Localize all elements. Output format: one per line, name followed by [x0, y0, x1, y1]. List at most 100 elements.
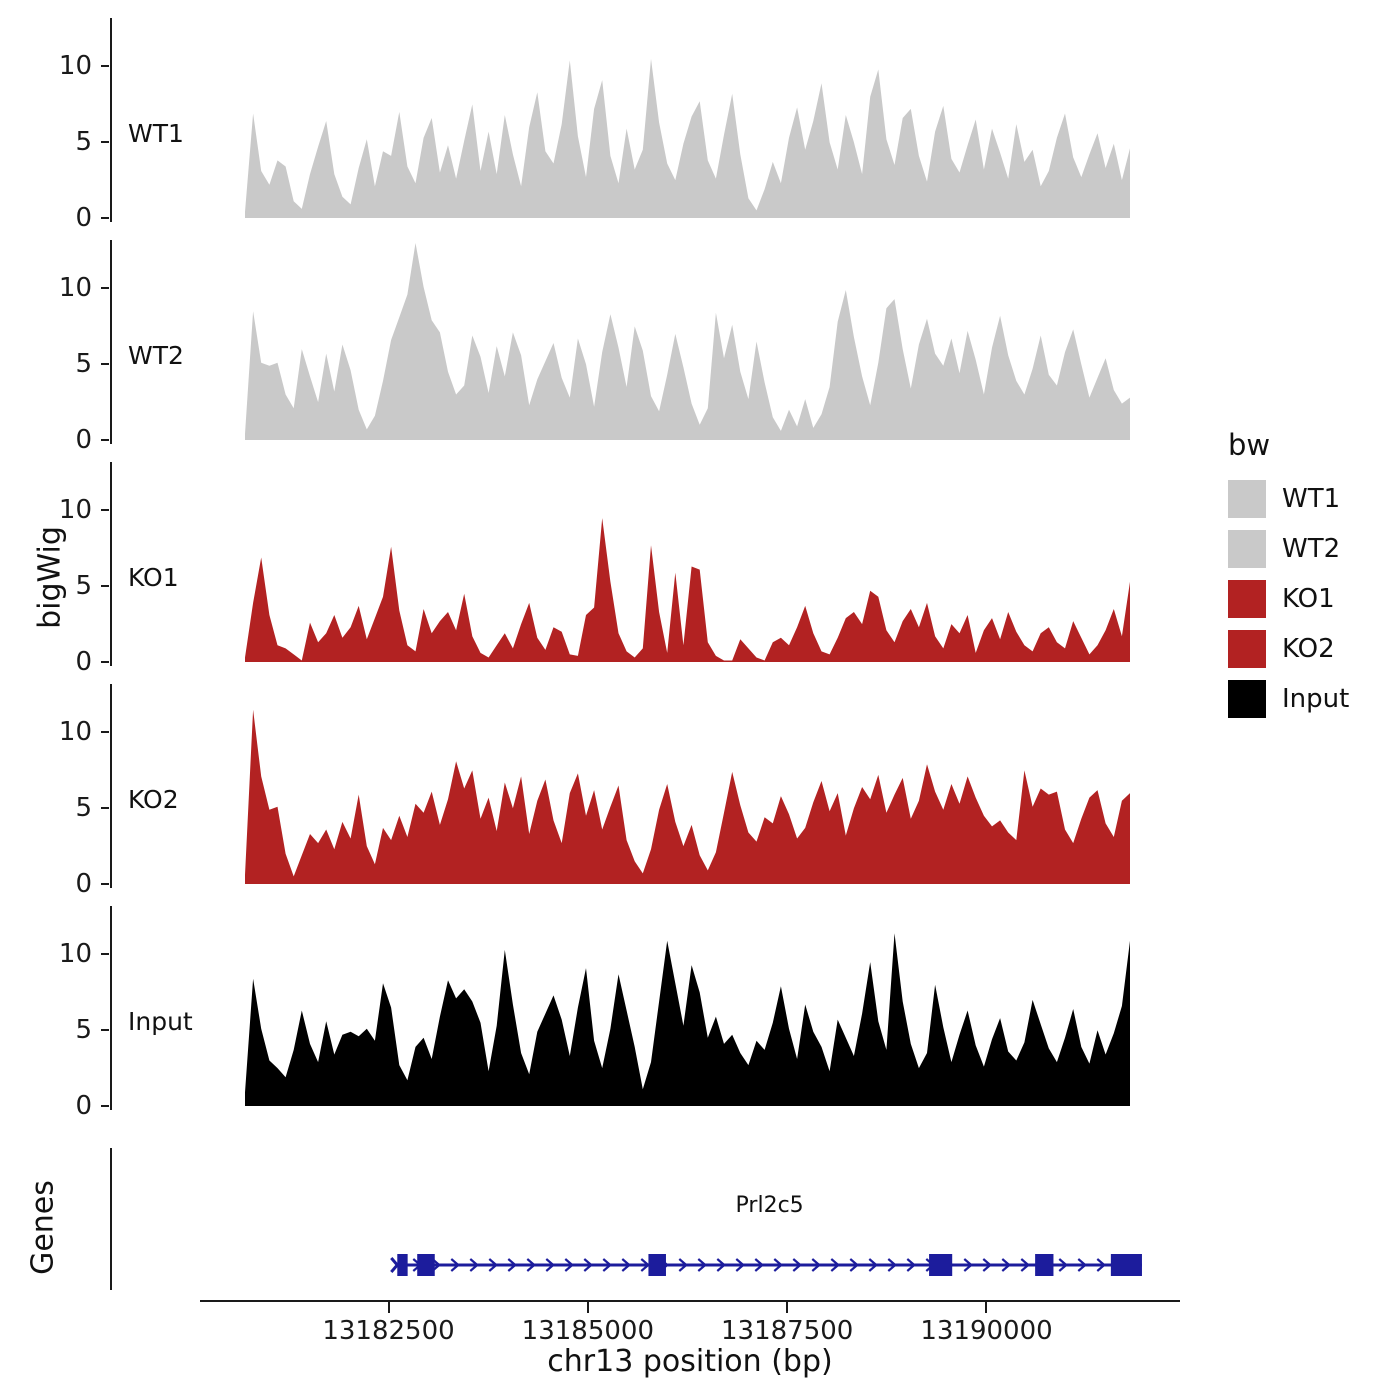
y-tick-label: 10 — [58, 939, 92, 970]
y-tick-mark — [101, 883, 109, 885]
strand-arrow-icon — [488, 1258, 498, 1272]
y-tick-label: 0 — [75, 647, 92, 677]
y-tick-mark — [101, 217, 109, 219]
y-tick-mark — [101, 141, 109, 144]
gene-name: Prl2c5 — [736, 1193, 804, 1218]
y-tick-label: 0 — [75, 203, 92, 233]
genes-panel: Prl2c5 — [0, 1140, 1200, 1300]
y-tick-label: 10 — [58, 717, 92, 748]
strand-arrow-icon — [1058, 1258, 1068, 1272]
legend-item-ko1: KO1 — [1228, 580, 1349, 618]
x-tick-mark — [387, 1302, 390, 1313]
y-tick-mark — [101, 287, 109, 290]
strand-arrow-icon — [1077, 1258, 1087, 1272]
area-path-ko1 — [245, 518, 1130, 662]
legend-swatch — [1228, 580, 1266, 618]
y-tick-label: 5 — [75, 571, 92, 602]
x-tick-label: 13185000 — [521, 1316, 654, 1346]
y-axis-spine — [110, 684, 112, 888]
strand-arrow-icon — [792, 1258, 802, 1272]
gene-model: Prl2c5 — [390, 1193, 1142, 1276]
y-tick-label: 10 — [58, 273, 92, 304]
strand-arrow-icon — [868, 1258, 878, 1272]
y-axis-spine — [110, 240, 112, 444]
track-panel-wt1: 0 5 10 WT1 — [0, 18, 1200, 240]
legend-items: WT1 WT2 KO1 KO2 Input — [1228, 480, 1349, 718]
track-panel-input: 0 5 10 Input — [0, 906, 1200, 1128]
strand-arrow-icon — [716, 1258, 726, 1272]
strand-arrow-icon — [507, 1258, 517, 1272]
strand-arrow-icon — [640, 1258, 650, 1272]
legend-label: Input — [1282, 684, 1350, 714]
y-tick-mark — [101, 807, 109, 810]
strand-arrow-icon — [678, 1258, 688, 1272]
track-label-wt2: WT2 — [128, 341, 184, 370]
x-tick-mark — [586, 1302, 589, 1313]
y-axis-spine — [110, 462, 112, 666]
y-tick-mark — [101, 439, 109, 441]
strand-arrow-icon — [526, 1258, 536, 1272]
strand-arrow-icon — [450, 1258, 460, 1272]
legend-label: WT2 — [1282, 534, 1341, 564]
strand-arrow-icon — [963, 1258, 973, 1272]
y-tick-mark — [101, 509, 109, 512]
exon-rect — [1035, 1254, 1054, 1276]
strand-arrow-icon — [602, 1258, 612, 1272]
y-tick-label: 0 — [75, 425, 92, 455]
y-axis-spine — [110, 906, 112, 1110]
x-tick-label: 13182500 — [322, 1316, 455, 1346]
y-tick-mark — [101, 953, 109, 956]
y-tick-mark — [101, 363, 109, 366]
track-panel-ko1: 0 5 10 KO1 — [0, 462, 1200, 684]
legend-swatch — [1228, 530, 1266, 568]
y-tick-label: 5 — [75, 349, 92, 380]
strand-arrow-icon — [1020, 1258, 1030, 1272]
area-path-wt2 — [245, 243, 1130, 440]
exon-rect — [648, 1254, 666, 1276]
x-tick-label: 13187500 — [720, 1316, 854, 1346]
legend-swatch — [1228, 680, 1266, 718]
legend-label: KO1 — [1282, 584, 1335, 614]
y-tick-label: 0 — [75, 869, 92, 899]
y-tick-mark — [101, 1105, 109, 1107]
strand-arrow-icon — [754, 1258, 764, 1272]
strand-arrow-icon — [849, 1258, 859, 1272]
strand-arrow-icon — [621, 1258, 631, 1272]
strand-arrow-icon — [906, 1258, 916, 1272]
track-label-ko2: KO2 — [128, 785, 179, 814]
exon-rect — [417, 1254, 435, 1276]
strand-arrow-icon — [735, 1258, 745, 1272]
strand-arrow-icon — [469, 1258, 479, 1272]
strand-arrow-icon — [887, 1258, 897, 1272]
x-axis-line — [200, 1300, 1180, 1302]
y-tick-mark — [101, 65, 109, 68]
legend: bw WT1 WT2 KO1 KO2 Input — [1228, 428, 1349, 730]
coverage-area-ko2 — [245, 709, 1130, 884]
y-tick-mark — [101, 1029, 109, 1032]
legend-item-input: Input — [1228, 680, 1349, 718]
track-label-input: Input — [128, 1007, 193, 1036]
coverage-area-ko1 — [245, 518, 1130, 662]
strand-arrow-icon — [982, 1258, 992, 1272]
strand-arrow-icon — [1096, 1258, 1106, 1272]
coverage-area-input — [245, 933, 1130, 1106]
y-tick-label: 10 — [58, 51, 92, 82]
x-tick-mark — [786, 1302, 789, 1313]
legend-item-wt2: WT2 — [1228, 530, 1349, 568]
y-tick-label: 5 — [75, 127, 92, 158]
y-tick-mark — [101, 731, 109, 734]
y-tick-label: 0 — [75, 1091, 92, 1121]
strand-arrow-icon — [697, 1258, 707, 1272]
y-tick-label: 5 — [75, 793, 92, 824]
legend-label: WT1 — [1282, 484, 1341, 514]
area-path-wt1 — [245, 58, 1130, 219]
legend-item-wt1: WT1 — [1228, 480, 1349, 518]
strand-arrow-icon — [564, 1258, 574, 1272]
track-label-ko1: KO1 — [128, 563, 179, 592]
strand-arrow-icon — [773, 1258, 783, 1272]
strand-arrow-icon — [811, 1258, 821, 1272]
strand-arrow-icon — [545, 1258, 555, 1272]
legend-item-ko2: KO2 — [1228, 630, 1349, 668]
exon-rect — [929, 1254, 953, 1276]
